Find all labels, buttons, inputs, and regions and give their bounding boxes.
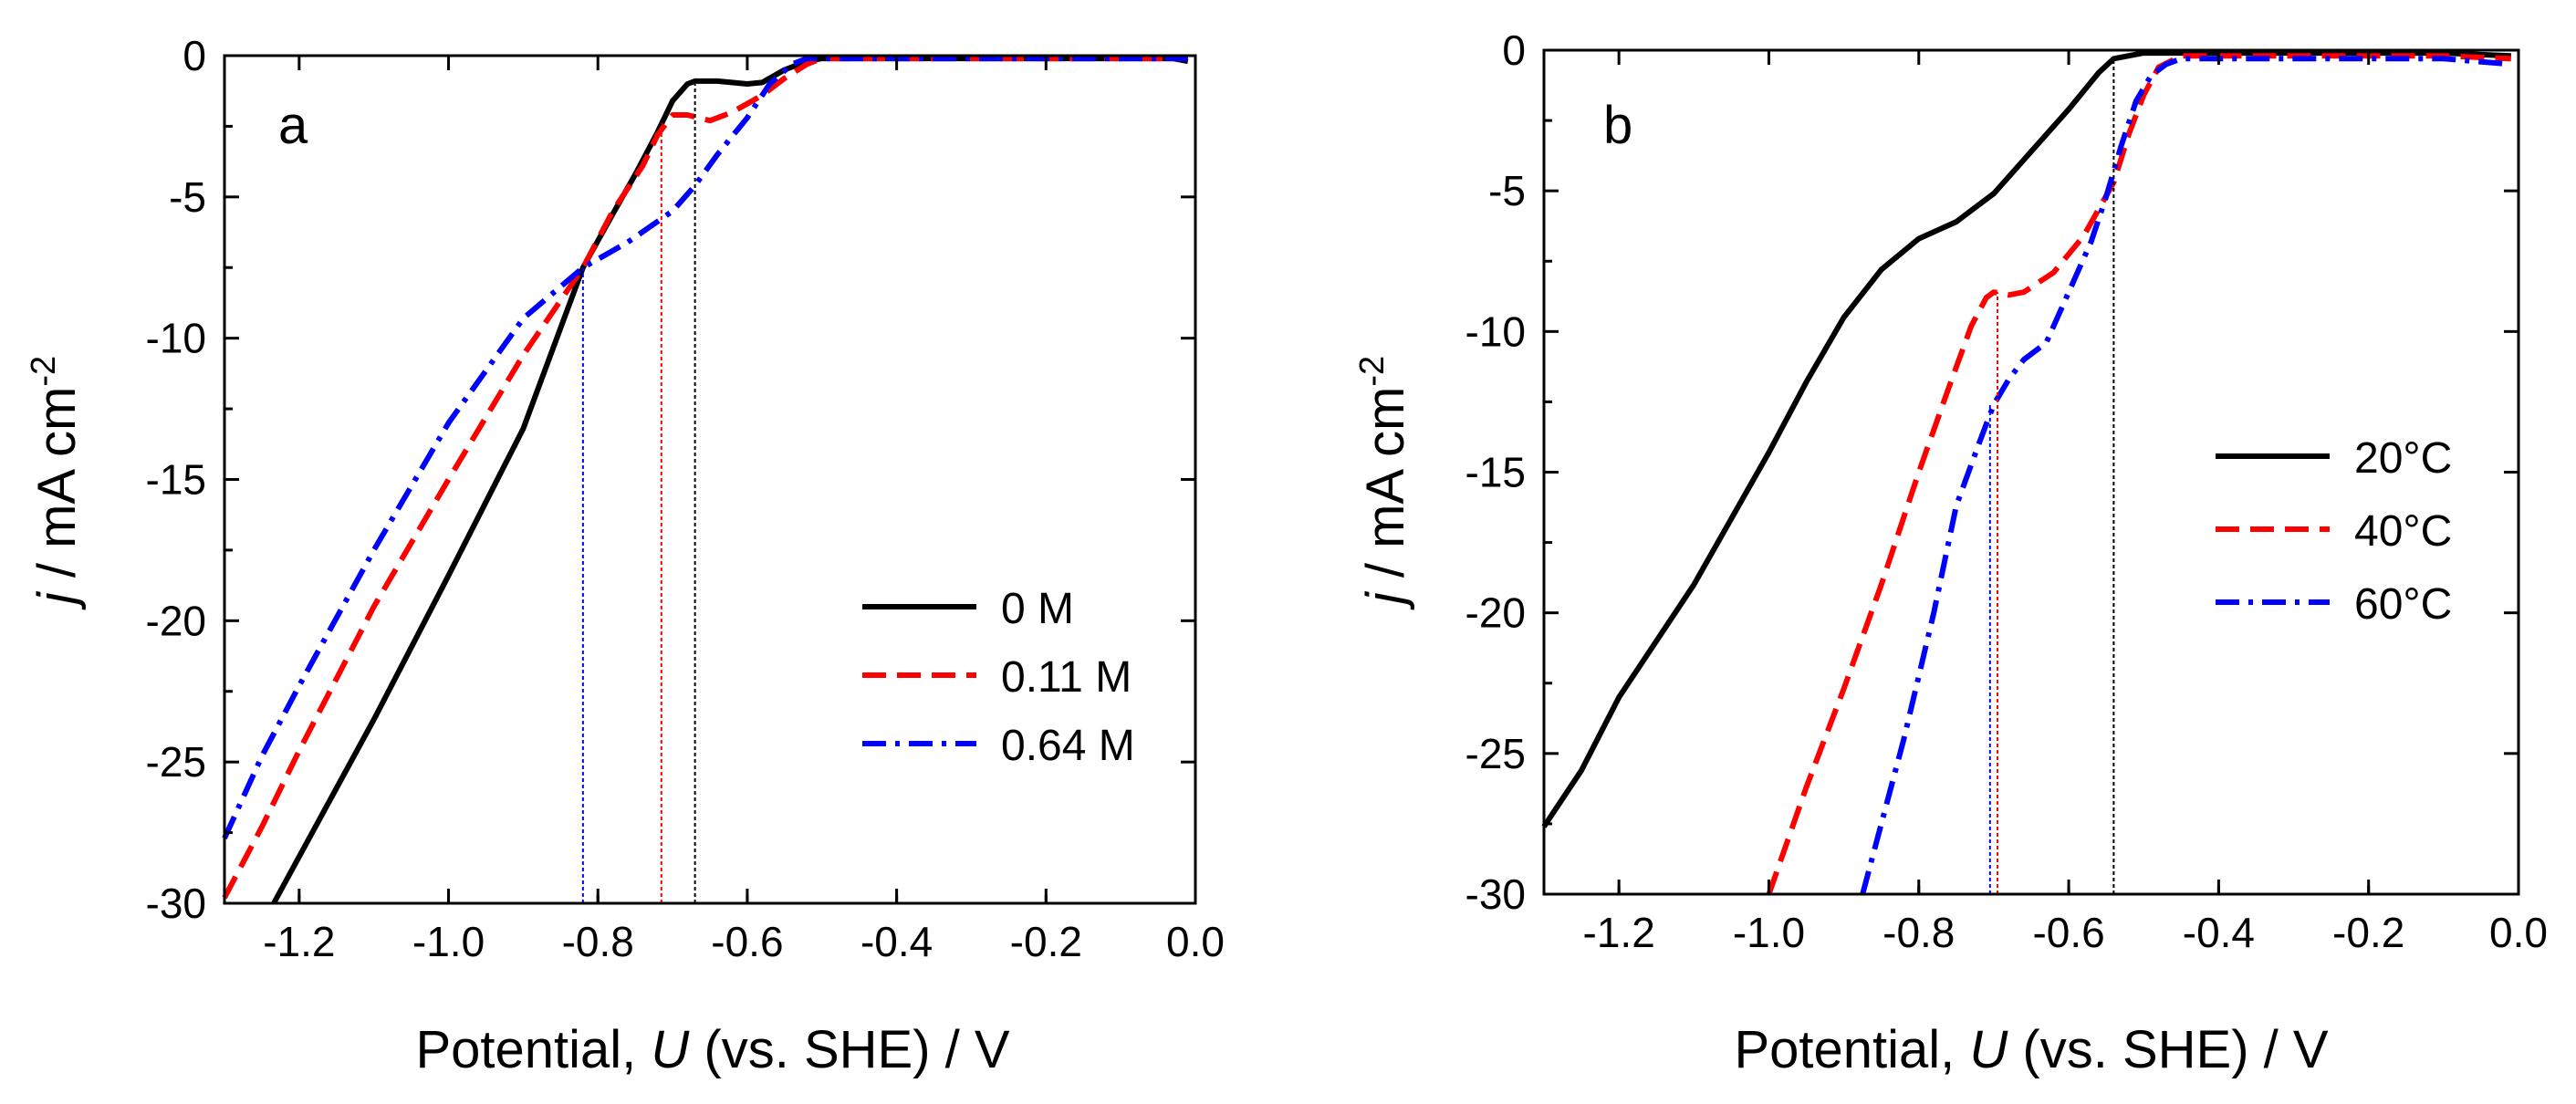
y-tick-label: -30 — [1465, 870, 1526, 918]
series-line-0 — [271, 56, 1189, 905]
x-tick-label: 0.0 — [2489, 909, 2548, 956]
x-axis-title: Potential, U (vs. SHE) / V — [1734, 1020, 2328, 1079]
legend: 20°C 40°C 60°C — [2216, 434, 2452, 629]
x-tick-label: -1.0 — [1733, 909, 1805, 956]
x-tick-label: -0.6 — [711, 918, 783, 965]
y-tick-label: -20 — [146, 597, 206, 644]
y-tick-label: -15 — [1465, 449, 1526, 496]
legend-label-1: 0.11 M — [1001, 653, 1132, 702]
x-axis-title-suffix: (vs. SHE) / V — [689, 1020, 1010, 1079]
y-axis-title-unit: / mA cm — [27, 387, 87, 593]
legend-label-1: 40°C — [2354, 507, 2452, 556]
y-tick-label: -15 — [146, 456, 206, 504]
panel-a: -1.2 -1.0 -0.8 -0.6 -0.4 -0.2 0.0 0-5-10-15-20… — [25, 32, 1225, 1079]
x-axis-title: Potential, U (vs. SHE) / V — [415, 1020, 1009, 1079]
x-tick-label: 0.0 — [1166, 918, 1225, 965]
series-line-1 — [222, 56, 1188, 900]
y-axis-title-unit: / mA cm — [1356, 387, 1415, 593]
legend-label-0: 0 M — [1001, 585, 1074, 633]
y-tick-label: -30 — [146, 880, 206, 927]
y-axis-title: j / mA cm-2 — [1353, 356, 1415, 610]
x-tick-label: -0.2 — [1010, 918, 1082, 965]
legend: 0 M 0.11 M 0.64 M — [862, 585, 1135, 770]
legend-label-2: 60°C — [2354, 580, 2452, 629]
y-axis-title: j / mA cm-2 — [25, 356, 87, 610]
panel-label: b — [1603, 96, 1632, 155]
y-tick-label: -25 — [146, 738, 206, 786]
series-line-2 — [1860, 56, 2512, 895]
y-tick-label: -5 — [169, 173, 206, 221]
x-axis-title-prefix: Potential, — [1734, 1020, 1969, 1079]
series-line-0 — [1541, 50, 2511, 828]
x-tick-label: -0.4 — [2183, 909, 2255, 956]
x-tick-label: -0.8 — [562, 918, 634, 965]
y-tick-label: 0 — [1502, 26, 1526, 74]
series-line-1 — [1766, 53, 2511, 895]
x-axis-title-symbol: U — [1969, 1020, 2008, 1079]
legend-label-0: 20°C — [2354, 434, 2452, 483]
y-axis-title-exponent: -2 — [1353, 356, 1392, 387]
y-tick-label: -10 — [1465, 307, 1526, 355]
x-axis-title-prefix: Potential, — [415, 1020, 651, 1079]
x-tick-label: -0.4 — [860, 918, 933, 965]
y-tick-label: -25 — [1465, 730, 1526, 777]
x-tick-label: -0.6 — [2032, 909, 2104, 956]
panel-label: a — [278, 96, 308, 155]
x-tick-label: -0.2 — [2332, 909, 2404, 956]
x-tick-label: -1.2 — [1583, 909, 1655, 956]
x-axis-title-symbol: U — [651, 1020, 690, 1079]
x-tick-label: -1.2 — [263, 918, 335, 965]
legend-label-2: 0.64 M — [1001, 722, 1135, 770]
plot-frame — [223, 54, 1197, 905]
x-axis-title-suffix: (vs. SHE) / V — [2008, 1020, 2329, 1079]
y-axis-title-symbol: j — [27, 590, 87, 610]
y-tick-label: -10 — [146, 315, 206, 362]
y-tick-label: 0 — [183, 32, 206, 79]
y-tick-label: -20 — [1465, 589, 1526, 637]
x-tick-label: -0.8 — [1882, 909, 1955, 956]
y-axis-title-symbol: j — [1356, 590, 1415, 610]
y-tick-label: -5 — [1488, 167, 1526, 214]
x-tick-label: -1.0 — [412, 918, 485, 965]
panel-b: -1.2 -1.0 -0.8 -0.6 -0.4 -0.2 0.0 0 -5 -10 -15 -20… — [1353, 26, 2548, 1079]
y-axis-title-exponent: -2 — [25, 356, 63, 387]
